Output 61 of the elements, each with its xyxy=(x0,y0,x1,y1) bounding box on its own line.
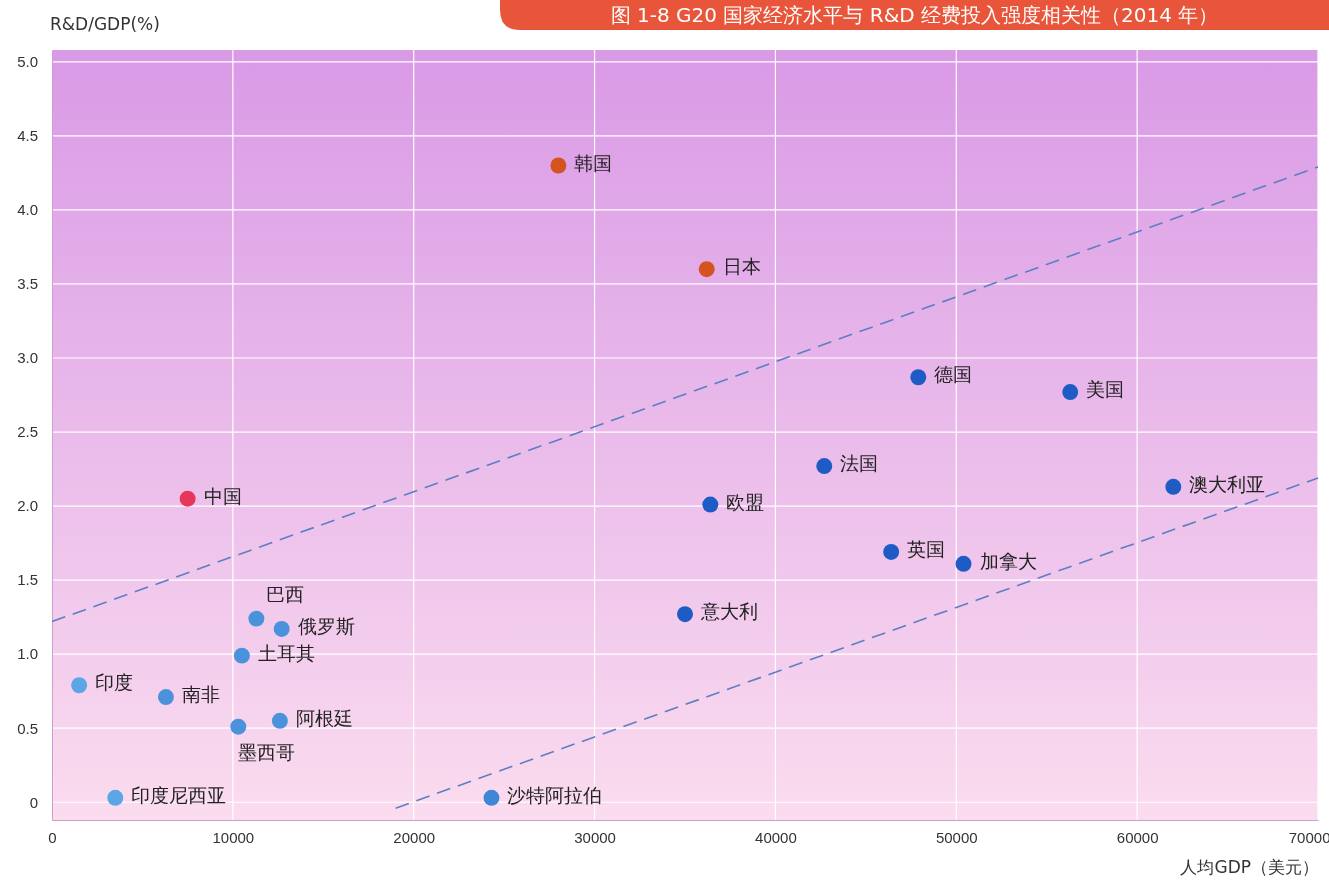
point xyxy=(71,677,88,694)
y-axis-title: R&D/GDP(%) xyxy=(50,14,160,34)
point xyxy=(248,610,265,627)
x-tick-label: 10000 xyxy=(212,828,255,846)
point xyxy=(550,157,567,174)
series-label: 加拿大 xyxy=(979,549,1037,572)
point xyxy=(230,718,247,735)
x-axis-title: 人均GDP（美元） xyxy=(1180,857,1319,877)
series-label: 土耳其 xyxy=(257,641,315,664)
y-tick-label: 0 xyxy=(29,793,38,811)
series-label: 阿根廷 xyxy=(295,706,353,729)
series-label: 韩国 xyxy=(574,151,613,174)
point xyxy=(955,555,972,572)
x-tick-label: 0 xyxy=(48,828,57,846)
series-label: 日本 xyxy=(722,255,761,278)
y-tick-label: 2.5 xyxy=(17,423,38,441)
point xyxy=(1165,478,1182,495)
point xyxy=(233,647,250,664)
series-label: 法国 xyxy=(840,452,879,475)
series-label: 中国 xyxy=(203,484,242,507)
y-tick-label: 5.0 xyxy=(17,53,38,71)
series-label: 南非 xyxy=(181,683,220,706)
series-label: 墨西哥 xyxy=(238,740,296,763)
y-tick-label: 2.0 xyxy=(17,497,38,515)
series-label: 印度 xyxy=(95,671,134,694)
y-tick-label: 1.0 xyxy=(17,645,38,663)
point xyxy=(702,496,719,513)
x-tick-label: 40000 xyxy=(755,828,797,846)
series-label: 美国 xyxy=(1086,378,1125,401)
y-tick-label: 3.0 xyxy=(17,349,38,367)
series-label: 俄罗斯 xyxy=(297,614,355,637)
series-label: 意大利 xyxy=(700,600,758,623)
chart-title: 图 1-8 G20 国家经济水平与 R&D 经费投入强度相关性（2014 年） xyxy=(610,3,1219,27)
series-label: 澳大利亚 xyxy=(1189,472,1266,495)
series-label: 沙特阿拉伯 xyxy=(507,783,603,806)
x-tick-label: 50000 xyxy=(935,828,978,846)
point xyxy=(273,621,290,637)
series-label: 英国 xyxy=(907,537,946,560)
point xyxy=(910,369,927,386)
series-label: 巴西 xyxy=(266,582,305,605)
series-label: 印度尼西亚 xyxy=(131,783,227,806)
point xyxy=(1062,384,1079,401)
point xyxy=(271,712,288,729)
point xyxy=(179,490,196,507)
x-tick-label: 30000 xyxy=(574,828,616,846)
point xyxy=(107,789,124,806)
point xyxy=(157,689,174,706)
y-tick-label: 3.5 xyxy=(17,275,38,293)
x-tick-label: 60000 xyxy=(1116,828,1159,846)
y-tick-label: 1.5 xyxy=(17,571,38,589)
x-tick-label: 20000 xyxy=(393,828,436,846)
point xyxy=(698,261,715,278)
y-tick-label: 0.5 xyxy=(17,719,38,737)
point xyxy=(883,544,900,560)
point xyxy=(483,789,500,806)
y-tick-label: 4.5 xyxy=(17,127,38,145)
point xyxy=(677,606,693,623)
y-tick-label: 4.0 xyxy=(17,201,38,219)
point xyxy=(816,458,833,475)
series-label: 德国 xyxy=(934,363,973,386)
series-label: 欧盟 xyxy=(726,490,765,513)
